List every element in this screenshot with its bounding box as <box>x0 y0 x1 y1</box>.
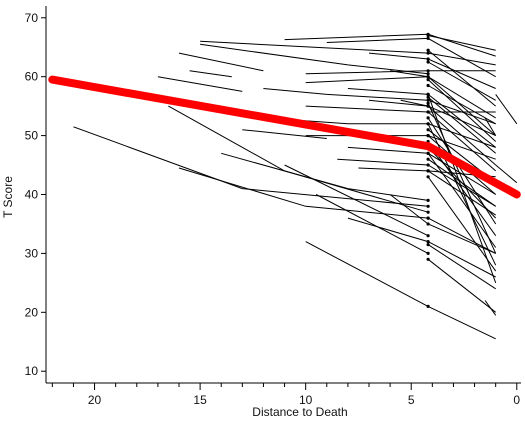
individual-line <box>484 300 497 316</box>
individual-point <box>426 36 430 41</box>
y-axis-title: T Score <box>1 176 15 218</box>
individual-line <box>221 152 429 201</box>
individual-line <box>427 102 497 254</box>
individual-point <box>426 198 430 202</box>
individual-point <box>426 234 430 238</box>
mean-line <box>48 75 521 199</box>
individual-point <box>426 304 430 308</box>
individual-line <box>495 164 518 184</box>
x-tick-label: 0 <box>513 393 520 407</box>
individual-line <box>284 164 429 237</box>
individual-point <box>426 92 430 96</box>
y-tick-label: 40 <box>25 188 39 202</box>
individual-point <box>426 48 430 52</box>
individual-point <box>426 75 430 79</box>
individual-line <box>427 79 497 142</box>
individual-line <box>189 70 232 78</box>
individual-line <box>263 88 327 95</box>
individual-point <box>426 175 430 179</box>
individual-line <box>200 43 429 75</box>
mean-trajectory <box>48 75 521 199</box>
x-tick-label: 10 <box>299 393 313 407</box>
individual-line <box>73 126 429 207</box>
individual-point <box>426 122 430 126</box>
individual-point <box>426 116 430 120</box>
y-tick-label: 70 <box>25 11 39 25</box>
individual-point <box>426 222 430 226</box>
individual-point <box>426 110 430 114</box>
individual-line <box>200 40 496 66</box>
individual-line <box>427 123 497 266</box>
x-tick-label: 20 <box>88 393 102 407</box>
individual-point <box>426 157 430 161</box>
individual-point <box>426 251 430 255</box>
individual-point <box>426 33 430 38</box>
individual-point <box>426 57 430 61</box>
y-tick-label: 20 <box>25 305 39 319</box>
individual-line <box>427 85 496 125</box>
y-tick-label: 10 <box>25 364 39 378</box>
individual-line <box>427 217 496 254</box>
individual-point <box>426 204 430 208</box>
individual-line <box>178 167 429 219</box>
individual-point <box>426 163 430 167</box>
individual-line <box>242 129 327 139</box>
individual-point <box>426 72 430 76</box>
individual-point <box>426 151 430 155</box>
x-tick-label: 5 <box>408 393 415 407</box>
individual-line <box>427 258 497 313</box>
individual-point <box>426 78 430 82</box>
individual-point <box>426 169 430 173</box>
individual-line <box>427 244 496 290</box>
individual-point <box>426 257 430 261</box>
individual-point <box>426 51 430 55</box>
individual-line <box>427 170 496 216</box>
individual-point <box>426 134 430 138</box>
individual-point <box>426 128 430 132</box>
individual-point <box>426 240 430 244</box>
individual-line <box>427 176 497 272</box>
individual-line <box>315 194 429 254</box>
individual-point <box>426 60 430 64</box>
individual-point <box>426 95 430 99</box>
individual-line <box>427 111 497 172</box>
individual-line <box>427 35 496 51</box>
y-tick-label: 30 <box>25 246 39 260</box>
individual-point <box>426 243 430 247</box>
individual-line <box>484 117 497 136</box>
individual-line <box>178 52 264 72</box>
individual-line <box>427 147 497 219</box>
individual-line <box>495 94 518 125</box>
individual-point <box>426 210 430 214</box>
individual-point <box>426 101 430 105</box>
individual-line <box>284 33 496 57</box>
individual-line <box>347 217 496 278</box>
individual-line <box>157 76 243 92</box>
individual-line <box>427 153 497 248</box>
individual-line <box>427 61 496 101</box>
individual-trajectories <box>73 32 518 340</box>
y-tick-label: 50 <box>25 129 39 143</box>
individual-point <box>426 83 430 88</box>
x-axis-title: Distance to Death <box>252 405 347 419</box>
individual-line <box>427 96 497 154</box>
y-tick-label: 60 <box>25 70 39 84</box>
individual-point <box>426 98 430 102</box>
x-tick-label: 15 <box>193 393 207 407</box>
individual-line <box>427 141 497 236</box>
individual-point <box>426 216 430 220</box>
individual-point <box>426 69 430 73</box>
individual-line <box>427 49 497 107</box>
